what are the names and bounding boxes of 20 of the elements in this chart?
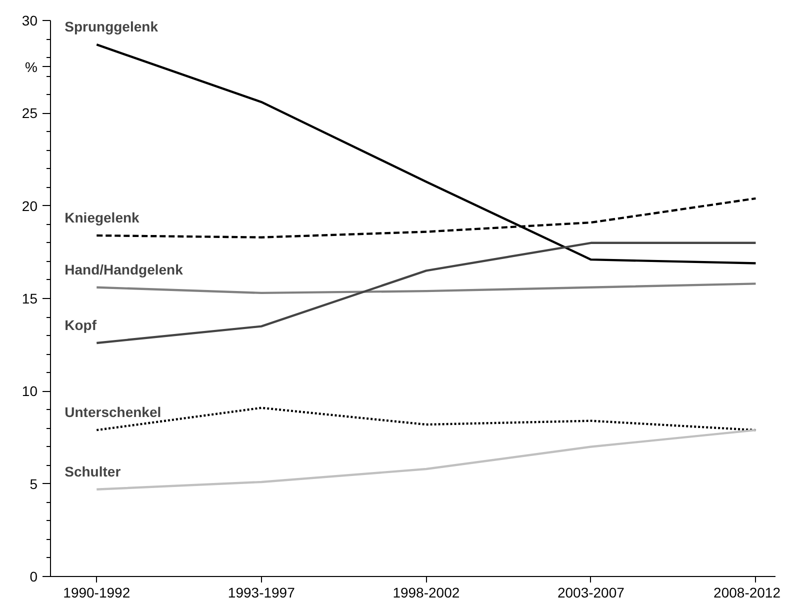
y-tick-label: 30 [22,12,38,28]
x-tick-label: 1998-2002 [392,584,460,600]
y-tick-label: 25 [22,105,38,122]
y-tick-label: 10 [22,383,38,400]
y-tick-label: 20 [22,198,38,214]
series-label: Hand/Handgelenk [64,261,184,278]
x-tick-label: 2008-2012 [714,584,781,600]
y-tick-label: % [25,58,38,75]
series-label: Kniegelenk [64,209,140,226]
x-tick-label: 2003-2007 [557,584,625,600]
x-tick-label: 1990-1992 [63,584,130,600]
series-label: Schulter [64,463,122,480]
line-series [96,282,757,294]
series-label: Kopf [64,316,97,333]
y-tick-label: 0 [30,568,38,584]
series-label: Sprunggelenk [64,18,158,35]
x-tick-label: 1993-1997 [228,584,296,600]
y-tick-label: 5 [30,476,38,492]
series-label: Unterschenkel [64,404,162,420]
y-tick-label: 15 [22,290,38,306]
